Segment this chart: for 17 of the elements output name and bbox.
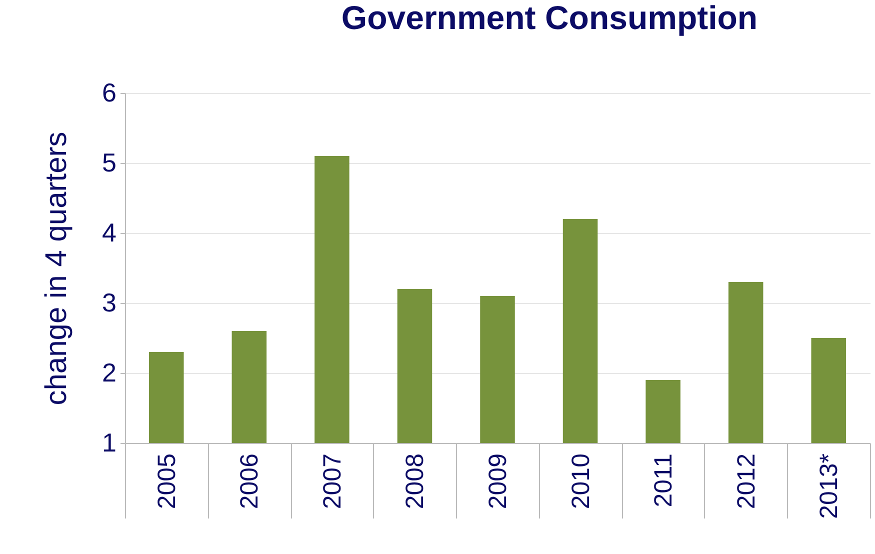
y-tick-label: 5 [102,148,116,178]
y-tick-label: 4 [102,218,116,248]
x-tick-label: 2010 [566,454,595,510]
y-tick-label: 3 [102,288,116,318]
y-tick-label: 1 [102,428,116,458]
x-tick-label: 2013* [815,453,844,519]
y-axis-title: change in 4 quarters [40,132,74,406]
x-tick-label: 2009 [484,454,512,510]
x-tick-label: 2005 [152,454,181,510]
y-tick-label: 6 [102,78,116,108]
x-tick-label: 2011 [650,454,678,508]
chart-title: Government Consumption [341,0,758,36]
y-tick-label: 2 [102,358,116,388]
x-tick-label: 2006 [236,454,264,510]
x-tick-label: 2008 [401,454,430,510]
x-tick-label: 2007 [318,454,346,510]
x-tick-label: 2012 [732,454,760,510]
